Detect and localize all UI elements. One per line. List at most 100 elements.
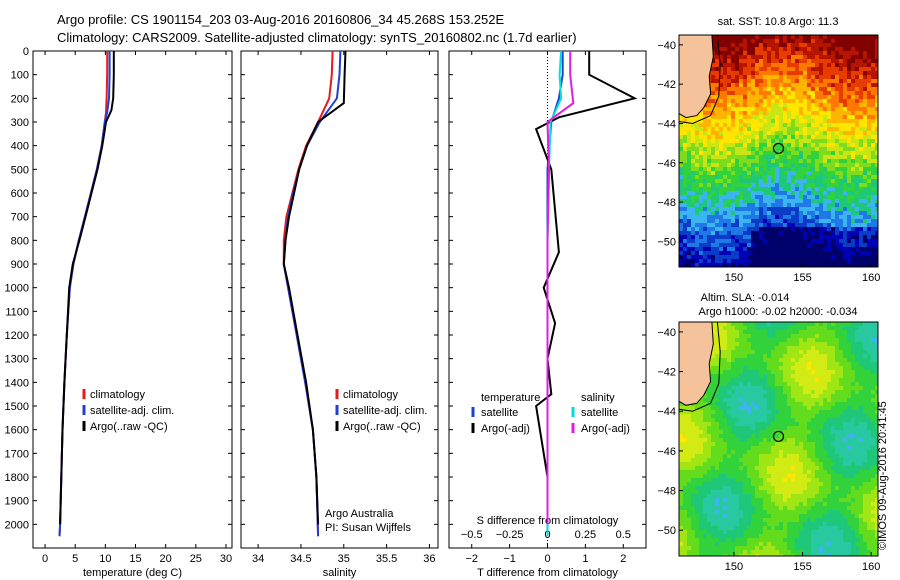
sst-map-panel: −40 −42 −44 −46 −48 −50 150 155 160 sat. SST: 10.…	[657, 16, 880, 284]
legend-label: satellite	[481, 407, 518, 419]
x-tick-label: 0	[42, 553, 48, 565]
x-tick-label: 30	[220, 553, 232, 565]
sla-map-title-line-1: Altim. SLA: -0.014	[701, 292, 790, 304]
plot-frame	[240, 50, 439, 549]
land-tasmania	[678, 321, 714, 406]
map-x-tick-label: 150	[725, 561, 743, 573]
y-tick-label: 1500	[5, 401, 29, 413]
map-frame	[678, 321, 879, 557]
legend-label: Argo(..raw -QC)	[343, 421, 421, 433]
map-x-tick-label: 155	[793, 561, 811, 573]
x-tick-label: 34	[252, 553, 264, 565]
series-line-3	[282, 50, 347, 525]
y-tick-label: 900	[11, 259, 29, 271]
land-tasmania	[678, 34, 714, 119]
map-y-tick-label: −40	[657, 327, 676, 339]
y-tick-label: 400	[11, 141, 29, 153]
x-top-tick-label: −0.25	[496, 529, 524, 541]
header-line-2: Climatology: CARS2009. Satellite-adjuste…	[57, 30, 577, 45]
map-y-tick-label: −48	[657, 486, 676, 498]
y-tick-label: 1300	[5, 354, 29, 366]
legend-label: Argo(-adj)	[581, 423, 630, 435]
legend-label: Argo(-adj)	[481, 423, 530, 435]
y-tick-label: 200	[11, 93, 29, 105]
sla-map-panel: −40 −42 −44 −46 −48 −50 150 155 160 Altim. SLA: -…	[657, 292, 880, 573]
x-tick-label: 0	[544, 553, 550, 565]
credit-text: ©IMOS 09-Aug-2016 20:41:45	[877, 401, 889, 550]
map-y-tick-label: −44	[657, 118, 676, 130]
map-y-tick-label: −44	[657, 406, 676, 418]
sst-field	[679, 35, 878, 267]
sst-map-title: sat. SST: 10.8 Argo: 11.3	[718, 16, 839, 28]
map-y-tick-label: −42	[657, 367, 676, 379]
y-tick-label: 1700	[5, 448, 29, 460]
temperature-panel: 0100200300400500600700800900100011001200…	[5, 46, 233, 579]
argo-location-marker	[772, 142, 785, 155]
plot-frame	[32, 50, 233, 549]
x-tick-label: 20	[160, 553, 172, 565]
map-y-tick-label: −48	[657, 197, 676, 209]
y-tick-label: 300	[11, 117, 29, 129]
legend-label: satellite-adj. clim.	[343, 405, 427, 417]
x-tick-label: 2	[620, 553, 626, 565]
x-tick-label: 5	[72, 553, 78, 565]
map-y-tick-label: −40	[657, 40, 676, 52]
y-tick-label: 1400	[5, 377, 29, 389]
map-frame	[678, 34, 879, 268]
x-top-tick-label: −0.5	[461, 529, 483, 541]
y-tick-label: 700	[11, 212, 29, 224]
x-tick-label: 34.5	[290, 553, 311, 565]
legend-title-salinity: salinity	[581, 392, 615, 404]
map-x-tick-label: 160	[862, 561, 880, 573]
x-tick-label: 1	[582, 553, 588, 565]
legend-title-temperature: temperature	[481, 392, 540, 404]
y-tick-label: 100	[11, 70, 29, 82]
x-tick-label: 35	[338, 553, 350, 565]
legend-label: satellite	[581, 407, 618, 419]
x-axis-label: temperature (deg C)	[83, 567, 182, 579]
x-tick-label: −1	[503, 553, 516, 565]
x-tick-label: 15	[129, 553, 141, 565]
map-x-tick-label: 150	[725, 272, 743, 284]
series-line-3	[59, 51, 115, 525]
y-tick-label: 800	[11, 235, 29, 247]
y-tick-label: 1900	[5, 496, 29, 508]
x-axis-label: salinity	[323, 567, 357, 579]
legend-label: satellite-adj. clim.	[90, 405, 174, 417]
credit-container: ©IMOS 09-Aug-2016 20:41:45	[872, 268, 892, 568]
legend-label: climatology	[343, 389, 399, 401]
series-line-2	[534, 51, 638, 525]
legend-label: climatology	[90, 389, 146, 401]
map-y-tick-label: −46	[657, 158, 676, 170]
y-tick-label: 1000	[5, 283, 29, 295]
shelf-contour	[678, 34, 721, 125]
y-tick-label: 1800	[5, 472, 29, 484]
map-x-tick-label: 160	[862, 272, 880, 284]
y-tick-label: 1100	[5, 306, 29, 318]
map-y-tick-label: −50	[657, 525, 676, 537]
map-y-tick-label: −46	[657, 446, 676, 458]
y-tick-label: 600	[11, 188, 29, 200]
header-line-1: Argo profile: CS 1901154_203 03-Aug-2016…	[57, 12, 505, 27]
sla-map-title-line-2: Argo h1000: -0.02 h2000: -0.034	[698, 306, 857, 318]
x-axis-label: T difference from climatology	[477, 567, 618, 579]
y-tick-label: 0	[23, 46, 29, 58]
x-tick-label: 36	[423, 553, 435, 565]
y-tick-label: 1200	[5, 330, 29, 342]
series-line-4	[546, 51, 575, 525]
map-x-tick-label: 155	[793, 272, 811, 284]
difference-panel: −2 −1 0 1 2T difference from climatology −0.5…	[448, 50, 647, 579]
footer-line-1: Argo Australia	[325, 508, 394, 520]
y-tick-label: 2000	[5, 519, 29, 531]
x-tick-label: −2	[465, 553, 478, 565]
map-y-tick-label: −50	[657, 236, 676, 248]
x-top-tick-label: 0.25	[575, 529, 596, 541]
map-y-tick-label: −42	[657, 79, 676, 91]
argo-location-marker	[772, 430, 785, 443]
footer-line-2: PI: Susan Wijffels	[325, 522, 411, 534]
x-tick-label: 25	[190, 553, 202, 565]
y-tick-label: 1600	[5, 425, 29, 437]
x-top-tick-label: 0.5	[616, 529, 631, 541]
shelf-contour	[678, 321, 721, 412]
